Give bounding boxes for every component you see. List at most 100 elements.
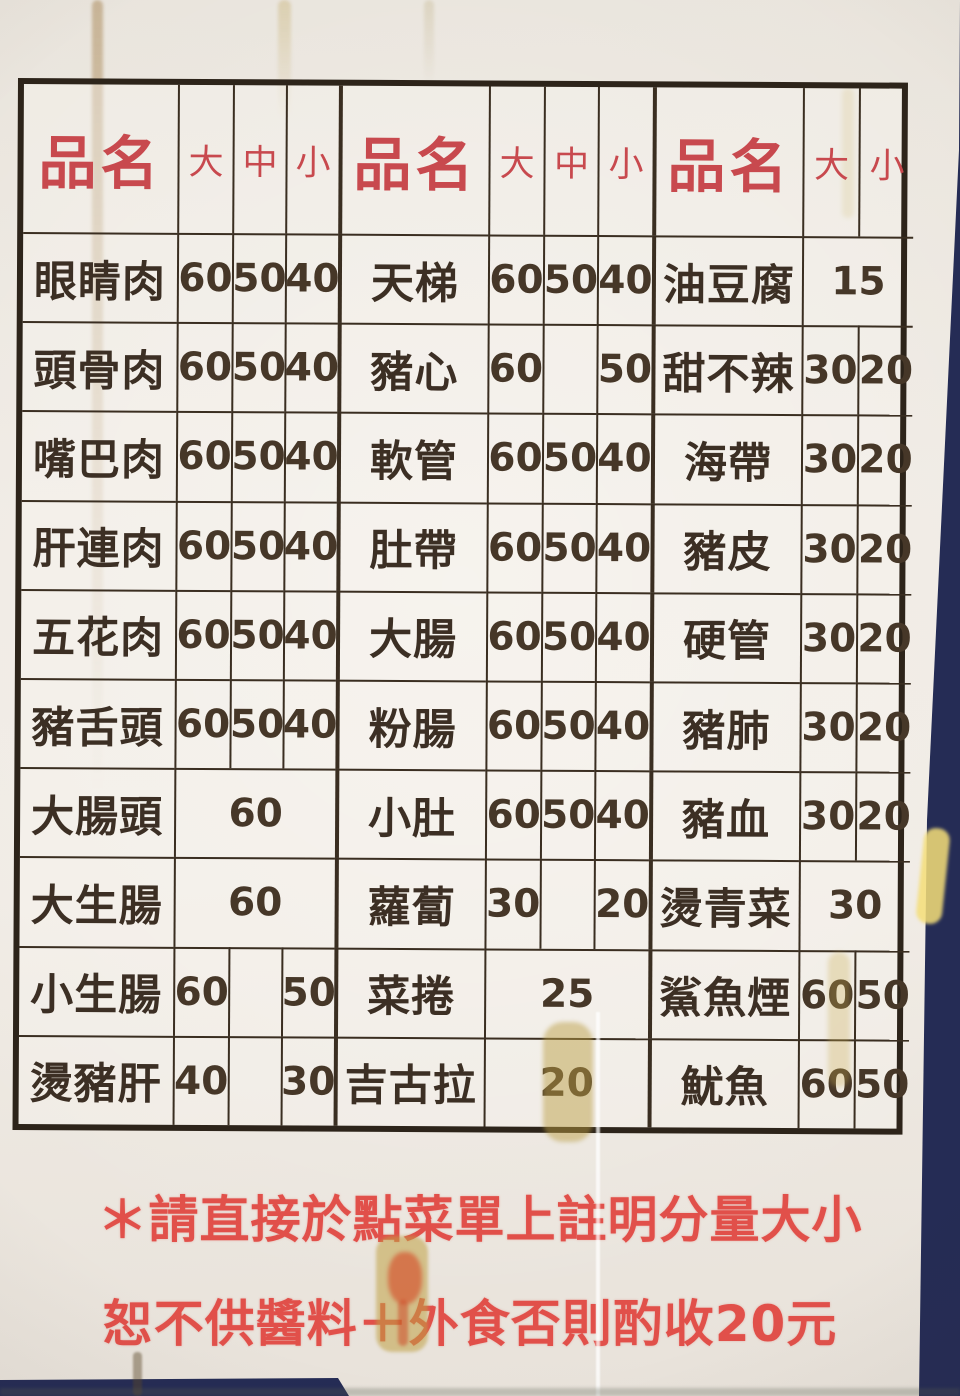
menu-item-price: 50 (540, 591, 596, 682)
menu-item-price: 50 (230, 411, 285, 501)
menu-item-price: 50 (542, 234, 598, 325)
menu-item-name: 燙豬肝 (18, 1034, 173, 1125)
menu-item-price: 25 (483, 948, 649, 1039)
header-item-name: 品名 (38, 129, 163, 198)
menu-item-name: 豬心 (337, 322, 488, 413)
header-size-label: 小 (858, 88, 914, 237)
menu-item-price: 20 (854, 771, 911, 862)
menu-item-price: 20 (855, 593, 912, 683)
menu-item-price: 30 (799, 592, 857, 683)
menu-item-price: 50 (853, 1039, 909, 1129)
menu-item-price: 40 (284, 322, 338, 413)
menu-item-price: 40 (283, 500, 337, 591)
menu-item-name: 天梯 (337, 233, 489, 324)
menu-grid: 品名大中小品名大中小品名大小眼睛肉 60 50 40 天梯 60 50 40 油豆腐 15 頭骨肉 6… (12, 78, 914, 1135)
menu-item-name: 菜捲 (333, 947, 485, 1038)
menu-item-name: 豬舌頭 (20, 678, 175, 769)
menu-item-price: 30 (484, 858, 540, 949)
menu-item-price: 40 (594, 681, 650, 771)
note-line-1: ＊請直接於點菜單上註明分量大小 (97, 1191, 863, 1249)
menu-item-name: 鯊魚煙 (647, 948, 799, 1039)
menu-item-price: 40 (595, 413, 652, 503)
menu-item-price (539, 859, 594, 949)
menu-item-name: 大腸頭 (19, 767, 175, 858)
menu-item-name: 硬管 (649, 592, 801, 683)
menu-item-name: 肝連肉 (21, 499, 176, 590)
menu-item-price: 50 (229, 589, 284, 680)
menu-item-price: 40 (595, 502, 651, 593)
header-size-label: 大 (177, 84, 233, 234)
menu-item-name: 海帶 (650, 413, 802, 504)
menu-item-price: 40 (282, 590, 337, 680)
menu-item-price: 40 (593, 770, 650, 860)
header-size-label: 大 (802, 88, 859, 237)
menu-item-name: 大腸 (335, 590, 487, 681)
menu-item-price: 50 (596, 324, 652, 414)
menu-item-price: 60 (176, 322, 232, 412)
menu-item-price: 50 (853, 949, 910, 1040)
menu-item-price: 30 (801, 325, 858, 415)
menu-item-name: 嘴巴肉 (21, 410, 177, 501)
menu-item-price (227, 946, 282, 1037)
menu-item-price: 50 (230, 500, 284, 591)
menu-item-price: 60 (485, 680, 541, 770)
menu-item-price: 40 (282, 679, 336, 769)
menu-item-name: 豬皮 (650, 502, 801, 593)
note-line-2: 恕不供醬料＋外食否則酌收20元 (102, 1295, 838, 1353)
menu-item-price: 50 (229, 679, 283, 769)
menu-item-name: 大生腸 (19, 856, 174, 947)
menu-item-price: 15 (801, 236, 914, 326)
menu-item-price: 30 (280, 1036, 334, 1126)
menu-item-price: 30 (798, 771, 856, 861)
menu-item-price: 60 (174, 678, 230, 769)
menu-item-price: 60 (487, 323, 543, 414)
header-item-name: 品名 (338, 85, 489, 235)
menu-item-price: 60 (172, 946, 229, 1036)
menu-item-price: 60 (484, 769, 541, 860)
header-size-label: 小 (597, 87, 653, 236)
menu-item-price (227, 1035, 281, 1126)
menu-item-price: 60 (485, 591, 542, 681)
menu-item-price: 40 (596, 235, 653, 325)
menu-item-name: 五花肉 (20, 588, 176, 679)
menu-item-price: 20 (483, 1037, 648, 1128)
menu-item-price: 60 (797, 949, 855, 1040)
menu-notes: ＊請直接於點菜單上註明分量大小 恕不供醬料＋外食否則酌收20元 (0, 1180, 960, 1356)
menu-item-price: 60 (797, 1038, 854, 1129)
menu-item-name: 吉古拉 (333, 1036, 484, 1127)
header-size-label: 中 (232, 85, 286, 234)
menu-item-price: 50 (541, 413, 597, 503)
menu-item-price: 40 (284, 233, 339, 323)
menu-item-name: 眼睛肉 (22, 232, 178, 323)
menu-item-price: 20 (856, 503, 912, 594)
menu-item-price: 40 (283, 411, 338, 502)
menu-item-name: 甜不辣 (651, 324, 802, 415)
menu-item-name: 油豆腐 (651, 235, 803, 326)
menu-item-price: 30 (800, 503, 857, 594)
menu-item-name: 小生腸 (18, 945, 174, 1036)
menu-item-price: 50 (280, 946, 335, 1037)
header-size-label: 中 (543, 86, 598, 236)
menu-item-price: 20 (593, 859, 649, 949)
menu-item-price: 60 (486, 502, 542, 592)
header-size-label: 小 (285, 85, 339, 234)
menu-item-price: 60 (176, 232, 233, 323)
menu-item-price: 20 (855, 682, 911, 772)
menu-item-price: 50 (541, 502, 596, 592)
menu-item-price: 60 (173, 857, 335, 948)
menu-item-price: 30 (799, 682, 856, 772)
menu-item-price: 50 (540, 680, 595, 771)
menu-item-price: 20 (856, 414, 913, 505)
menu-item-name: 豬肺 (649, 681, 800, 772)
menu-item-name: 軟管 (336, 412, 488, 503)
menu-item-name: 頭骨肉 (22, 321, 177, 412)
menu-item-price: 60 (175, 411, 232, 501)
header-size-label: 大 (488, 86, 544, 235)
menu-item-price: 60 (487, 234, 544, 324)
menu-item-price: 60 (173, 768, 336, 859)
menu-item-price: 30 (800, 414, 858, 504)
header-item-name: 品名 (652, 87, 803, 237)
menu-item-price: 50 (231, 233, 286, 323)
menu-item-price: 30 (798, 860, 910, 951)
